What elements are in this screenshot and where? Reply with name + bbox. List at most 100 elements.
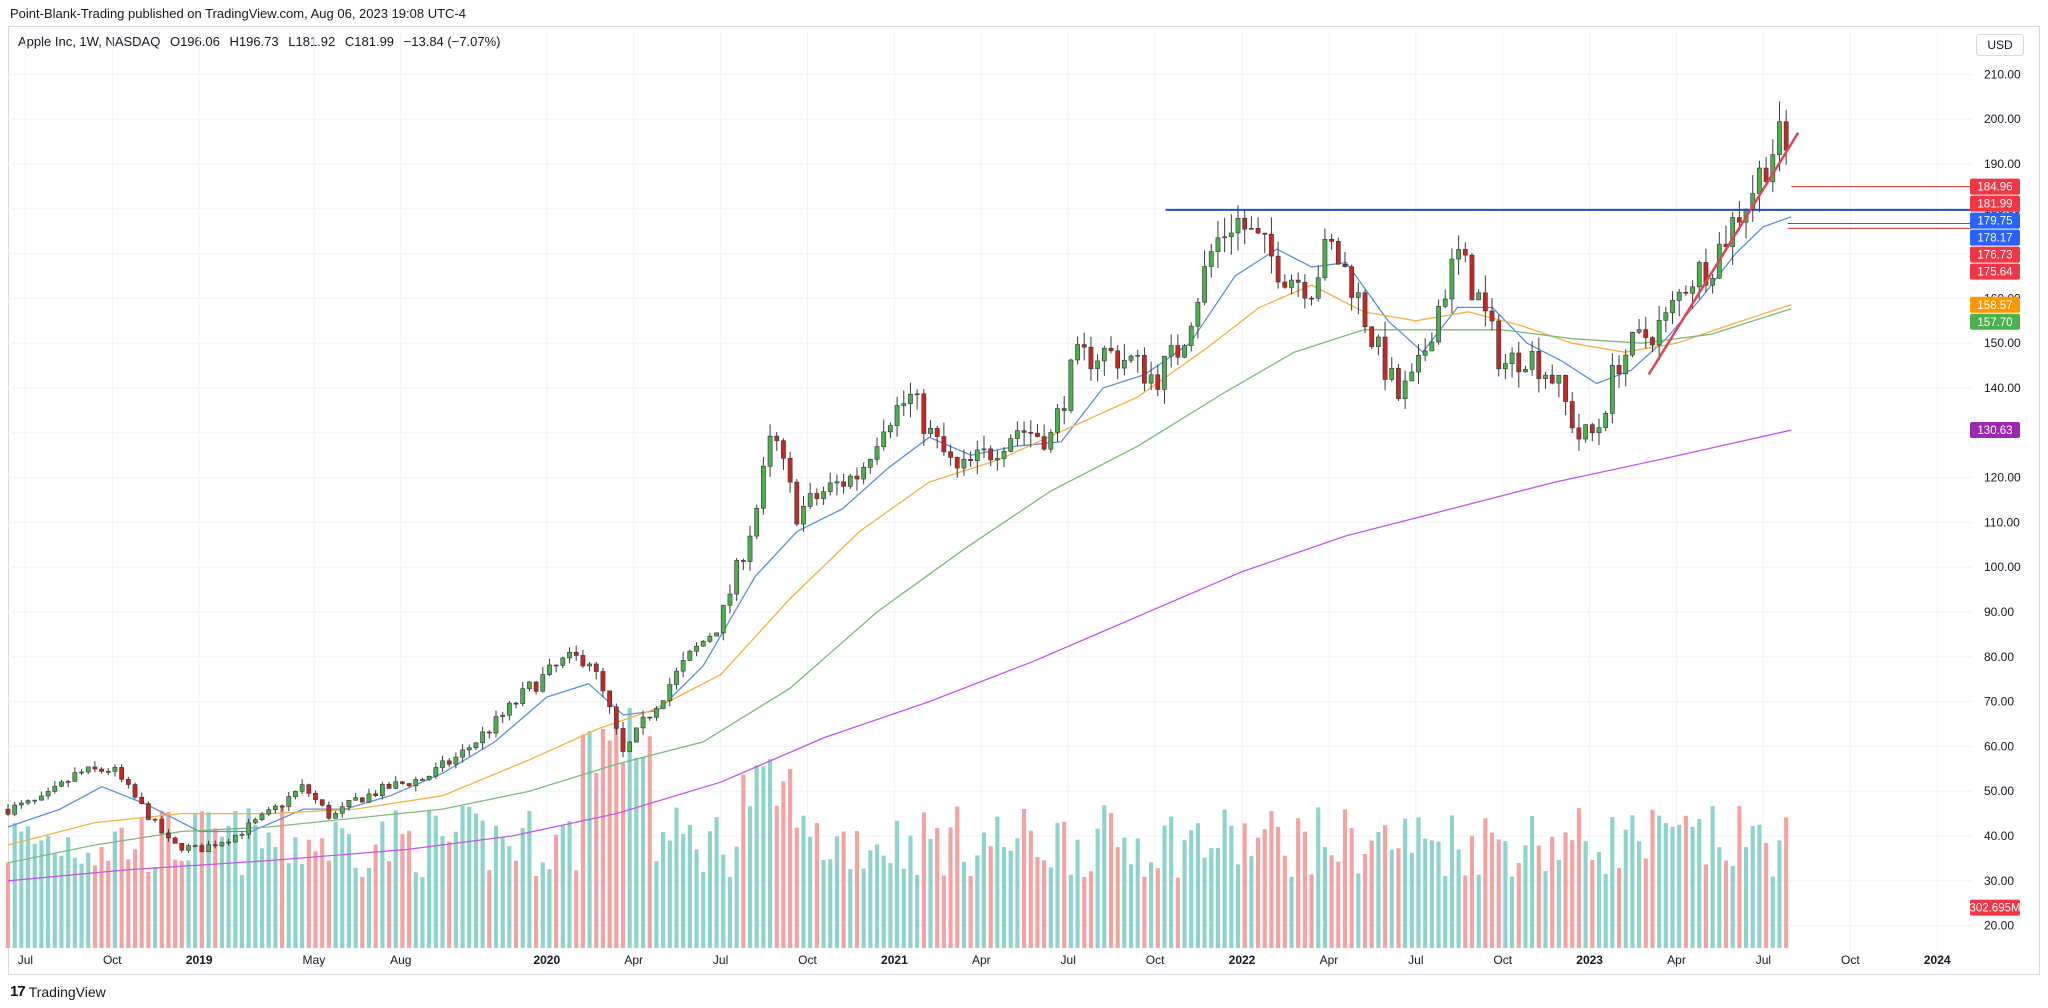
- price-label-bg: [1970, 899, 2020, 916]
- candle-body: [707, 635, 713, 642]
- volume-bar: [199, 811, 204, 948]
- candle-body: [446, 760, 452, 765]
- candle-body: [252, 819, 258, 824]
- candle-body: [1710, 277, 1716, 286]
- volume-bar: [186, 860, 191, 948]
- candle-body: [480, 731, 485, 744]
- volume-bar: [1523, 845, 1528, 948]
- volume-bar: [1543, 871, 1548, 948]
- x-tick-label: May: [303, 953, 326, 967]
- volume-bar: [995, 816, 1000, 948]
- volume-bar: [1463, 875, 1468, 948]
- volume-bar: [1710, 806, 1715, 948]
- volume-bar: [1189, 830, 1194, 948]
- candle-body: [313, 793, 318, 800]
- volume-bar: [534, 876, 539, 948]
- volume-bar: [1590, 860, 1595, 948]
- candle-body: [366, 793, 372, 803]
- y-tick-label: 90.00: [1984, 605, 2014, 619]
- candle-body: [834, 481, 840, 484]
- candle-body: [420, 779, 425, 781]
- candle-body: [259, 813, 265, 820]
- candle-body: [1482, 292, 1488, 312]
- candle-body: [720, 604, 726, 634]
- candle-body: [1182, 345, 1187, 358]
- candle-body: [640, 716, 646, 729]
- volume-bar: [874, 844, 880, 948]
- candle-body: [179, 843, 185, 851]
- volume-bar: [306, 839, 311, 948]
- volume-bar: [1449, 815, 1454, 948]
- price-label-bg: [1970, 296, 2020, 313]
- candle-body: [1142, 354, 1147, 384]
- x-tick-label: 2024: [1924, 953, 1951, 967]
- volume-bar: [674, 807, 679, 948]
- footer-brand[interactable]: 17 TradingView: [10, 983, 106, 1000]
- volume-bar: [1082, 876, 1087, 948]
- candle-body: [1322, 238, 1328, 279]
- volume-bar: [1222, 809, 1227, 948]
- volume-bar: [1269, 811, 1274, 948]
- volume-bar: [1677, 824, 1682, 948]
- candle-body: [1369, 326, 1375, 347]
- price-label-bg: [1970, 195, 2020, 212]
- candle-body: [1402, 380, 1408, 399]
- price-label: 157.70: [1977, 317, 2012, 329]
- price-label: 175.64: [1977, 267, 2013, 279]
- candle-body: [801, 506, 806, 525]
- volume-bar: [1563, 832, 1568, 948]
- candle-body: [954, 457, 960, 469]
- volume-bar: [1443, 875, 1448, 948]
- candle-body: [92, 766, 98, 770]
- candle-body: [1115, 350, 1121, 369]
- candle-body: [1549, 374, 1555, 384]
- candle-body: [1509, 352, 1515, 364]
- volume-bar: [1764, 843, 1769, 948]
- volume-bar: [721, 854, 726, 948]
- candle-body: [827, 482, 833, 492]
- volume-bar: [975, 855, 980, 948]
- x-tick-label: Apr: [1667, 953, 1686, 967]
- y-tick-label: 70.00: [1984, 695, 2014, 709]
- volume-bar: [1536, 845, 1541, 948]
- symbol-title[interactable]: Apple Inc, 1W, NASDAQ: [18, 34, 161, 49]
- volume-bar: [99, 846, 104, 948]
- volume-bar: [600, 728, 606, 948]
- volume-bar: [1362, 853, 1368, 948]
- y-tick-label: 60.00: [1984, 739, 2014, 753]
- currency-button[interactable]: USD: [1976, 34, 2024, 56]
- candle-body: [146, 803, 151, 820]
- candle-body: [1436, 306, 1441, 343]
- volume-bar: [1175, 877, 1180, 948]
- volume-bar: [661, 831, 666, 948]
- volume-bar: [226, 825, 231, 948]
- candle-body: [1636, 329, 1642, 333]
- candle-body: [119, 767, 125, 780]
- x-axis: Jul Oct 2019 May Aug 2020 Apr Jul Oct 2021 Apr Jul O…: [18, 953, 1951, 967]
- y-tick-label: 190.00: [1984, 157, 2021, 171]
- volume-bar: [1383, 825, 1388, 948]
- candle-body: [1736, 217, 1742, 223]
- volume-bar: [1389, 849, 1394, 948]
- volume-bar: [440, 836, 445, 948]
- volume-bar: [1169, 816, 1174, 948]
- candle-body: [1228, 232, 1234, 238]
- candle-body: [988, 448, 994, 461]
- candle-body: [393, 781, 399, 789]
- volume-bar: [233, 810, 238, 948]
- volume-bar: [1022, 809, 1027, 948]
- volume-bar: [106, 860, 111, 948]
- candle-body: [159, 818, 165, 834]
- candle-body: [1416, 354, 1421, 373]
- volume-bar: [460, 805, 465, 948]
- candle-body: [273, 805, 278, 810]
- candle-body: [1376, 336, 1381, 347]
- candle-body: [1609, 365, 1615, 414]
- volume-bar: [320, 838, 325, 948]
- candle-body: [359, 797, 365, 803]
- volume-bar: [1550, 836, 1555, 948]
- volume-bar: [955, 806, 960, 948]
- candle-body: [767, 435, 773, 467]
- candle-body: [400, 781, 405, 784]
